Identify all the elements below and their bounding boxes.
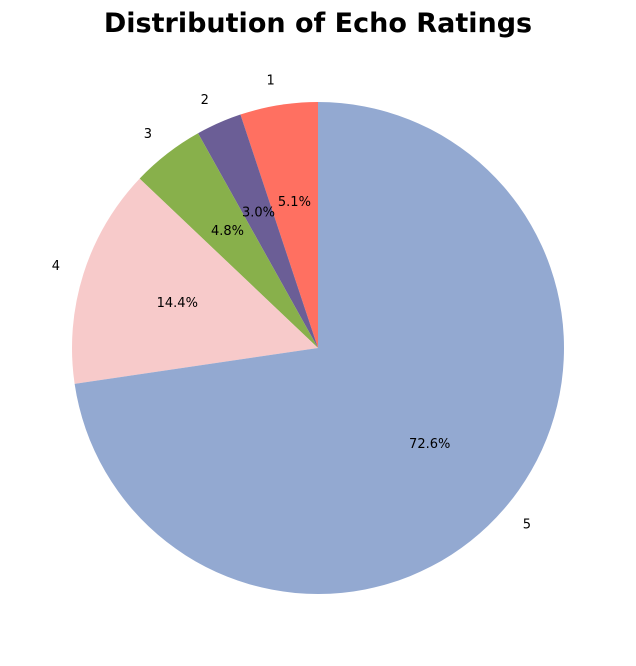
percent-label-3: 4.8% [211,224,244,239]
pie-slices [72,102,565,594]
pie-slice-4 [72,178,319,384]
category-label-5: 5 [523,517,531,532]
category-label-2: 2 [201,93,209,108]
category-label-1: 1 [267,73,275,88]
category-label-4: 4 [52,259,60,274]
pie-slice-5 [74,102,565,594]
category-label-3: 3 [144,127,152,142]
pie-slice-1 [240,102,318,348]
percent-label-1: 5.1% [278,195,311,210]
percent-label-2: 3.0% [242,205,275,220]
pie-slice-2 [198,114,318,349]
chart-title: Distribution of Echo Ratings [104,8,532,39]
percent-label-5: 72.6% [409,437,450,452]
pie-slice-3 [139,133,318,348]
percent-label-4: 14.4% [157,296,198,311]
pie-labels: 1 5.1% 2 3.0% 3 4.8% 4 14.4% 5 72.6% [52,73,531,532]
